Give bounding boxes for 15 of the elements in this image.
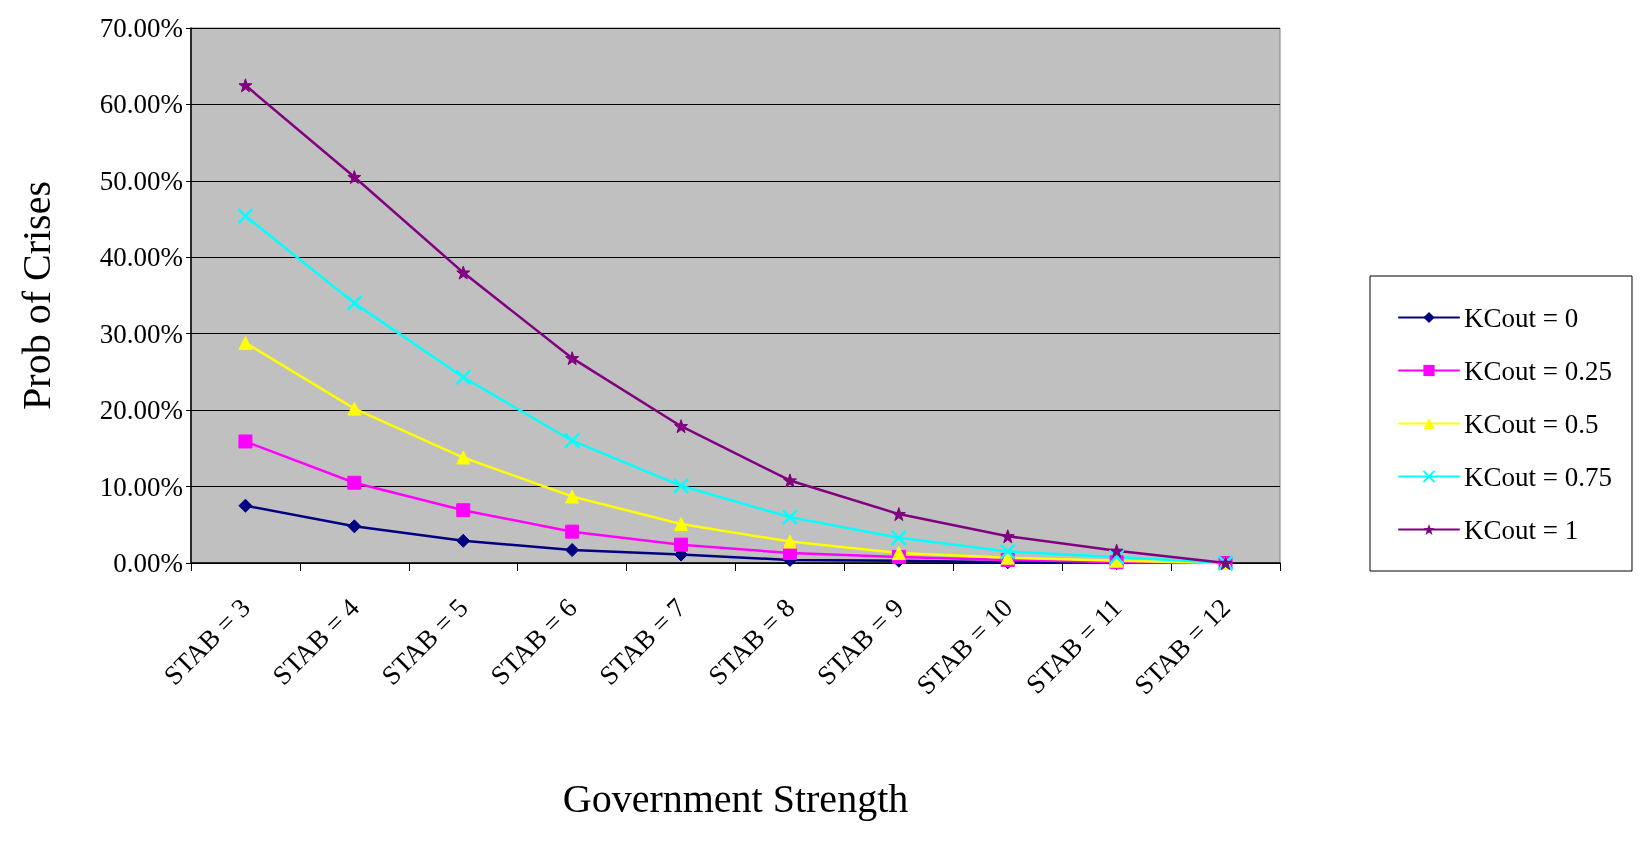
legend-label: KCout = 0.5 bbox=[1464, 408, 1599, 439]
y-tick-label: 40.00% bbox=[99, 242, 183, 273]
y-axis-title: Prob of Crises bbox=[13, 181, 59, 410]
y-tick-label: 50.00% bbox=[99, 165, 183, 196]
y-tick-label: 20.00% bbox=[99, 395, 183, 426]
legend-label: KCout = 0.75 bbox=[1464, 461, 1613, 492]
legend-label: KCout = 1 bbox=[1464, 514, 1579, 545]
legend-label: KCout = 0.25 bbox=[1464, 355, 1613, 386]
y-tick-label: 0.00% bbox=[113, 548, 183, 578]
y-tick-label: 10.00% bbox=[99, 471, 183, 502]
legend-label: KCout = 0 bbox=[1464, 302, 1579, 333]
y-tick-label: 30.00% bbox=[99, 318, 183, 349]
x-axis-title: Government Strength bbox=[562, 775, 909, 821]
y-tick-label: 70.00% bbox=[99, 13, 183, 43]
y-tick-label: 60.00% bbox=[99, 89, 183, 120]
